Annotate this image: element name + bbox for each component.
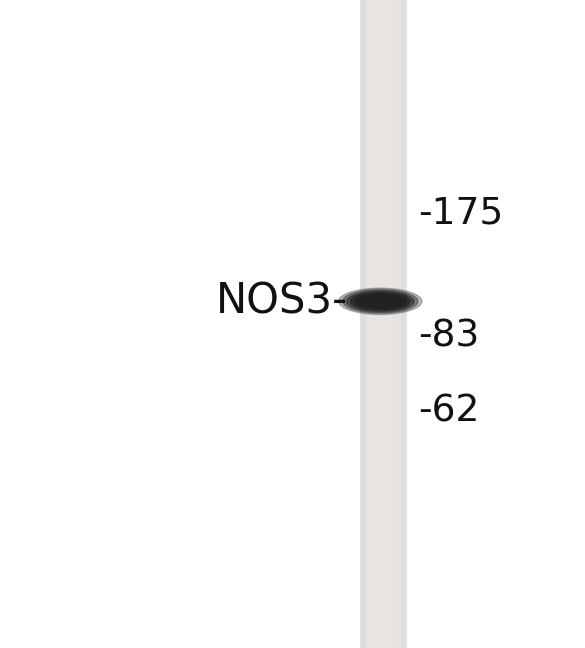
Ellipse shape xyxy=(346,291,414,312)
Bar xyxy=(398,0,402,648)
Ellipse shape xyxy=(339,288,422,314)
Bar xyxy=(400,0,403,648)
Ellipse shape xyxy=(343,290,418,313)
Bar xyxy=(362,0,366,648)
Text: -83: -83 xyxy=(418,319,480,355)
Ellipse shape xyxy=(358,295,402,307)
Bar xyxy=(363,0,367,648)
Bar xyxy=(402,0,405,648)
Ellipse shape xyxy=(355,294,406,308)
Bar xyxy=(360,0,407,648)
Bar xyxy=(403,0,407,648)
Bar xyxy=(360,0,363,648)
Text: -62: -62 xyxy=(418,393,480,430)
Ellipse shape xyxy=(350,293,410,310)
Text: -175: -175 xyxy=(418,196,504,232)
Text: NOS3-: NOS3- xyxy=(216,281,348,322)
Bar xyxy=(401,0,404,648)
Bar xyxy=(361,0,364,648)
Bar xyxy=(364,0,368,648)
